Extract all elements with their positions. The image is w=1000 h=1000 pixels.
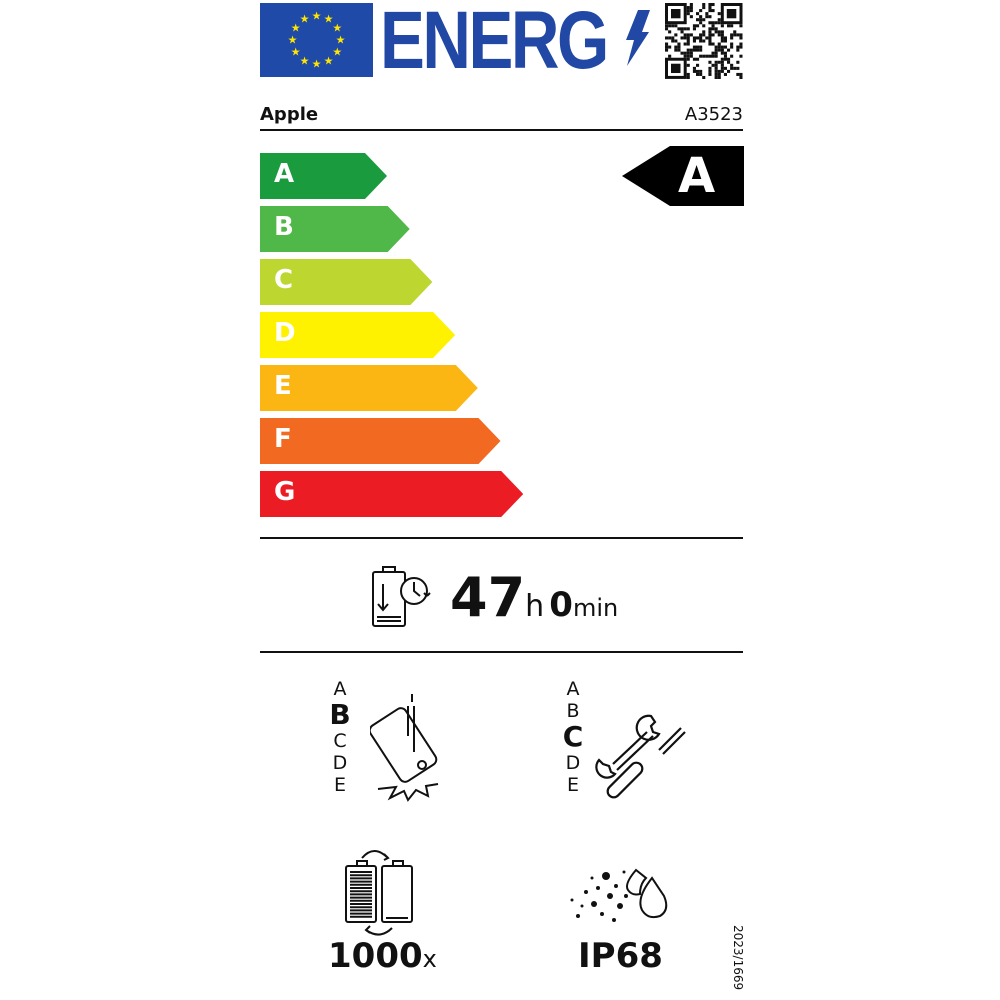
phone-drop-icon [368,692,450,808]
scale-class-b: B [566,700,580,722]
scale-class-d: D [332,752,348,774]
endurance-minutes: 0 [549,585,573,625]
energy-class-letter: G [274,477,296,507]
model-identifier: A3523 [684,104,743,125]
energy-class-bar-g: G [260,471,524,517]
energy-class-bar-d: D [260,312,456,358]
energy-class-bar-a: A [260,153,387,199]
energy-class-letter: B [274,212,294,242]
star-icon: ★ [291,46,301,59]
energy-logo-text: ENERG [380,0,609,86]
divider [260,651,743,653]
star-icon: ★ [300,54,310,67]
qr-code-icon[interactable] [665,3,743,79]
endurance-hours: 47 [450,566,526,629]
scale-class-e: E [566,774,579,796]
battery-endurance-value: 47h 0min [450,566,618,629]
scale-class-c: C [562,720,584,753]
star-icon: ★ [332,46,342,59]
energy-class-bar-f: F [260,418,501,464]
cycles-unit: x [422,945,437,973]
cycles-number: 1000 [328,936,423,976]
repair-tools-icon [595,712,691,806]
star-icon: ★ [291,22,301,35]
scale-class-a: A [333,678,347,700]
star-icon: ★ [288,34,298,47]
rating-letter: A [678,148,716,204]
hours-unit: h [525,589,545,624]
regulation-number: 2023/1669 [731,925,745,991]
battery-cycles-value: 1000x [328,936,437,976]
scale-class-b: B [329,698,351,731]
dust-water-icon [568,866,674,928]
energy-class-letter: A [274,159,295,189]
scale-class-c: C [333,730,347,752]
energy-class-letter: E [274,371,292,401]
star-icon: ★ [324,54,334,67]
minutes-unit: min [572,594,619,622]
divider [260,537,743,539]
star-icon: ★ [336,34,346,47]
star-icon: ★ [300,13,310,26]
star-icon: ★ [312,10,322,23]
energy-class-letter: F [274,424,292,454]
scale-class-d: D [565,752,581,774]
energy-class-bar-c: C [260,259,433,305]
star-icon: ★ [332,22,342,35]
divider [260,129,743,131]
lightning-bolt-icon [624,10,650,70]
battery-cycles-icon [344,848,416,942]
star-icon: ★ [312,58,322,71]
energy-class-letter: C [274,265,294,295]
supplier-name: Apple [260,104,319,125]
ingress-protection-value: IP68 [578,936,663,976]
energy-class-letter: D [274,318,296,348]
scale-class-a: A [566,678,580,700]
star-icon: ★ [324,13,334,26]
energy-class-rating: A [622,146,744,210]
battery-endurance-icon [370,566,432,632]
scale-class-e: E [333,774,346,796]
energy-class-bar-b: B [260,206,410,252]
eu-flag-icon: ★ ★ ★ ★ ★ ★ ★ ★ ★ ★ ★ ★ [260,3,373,77]
energy-class-bar-e: E [260,365,478,411]
